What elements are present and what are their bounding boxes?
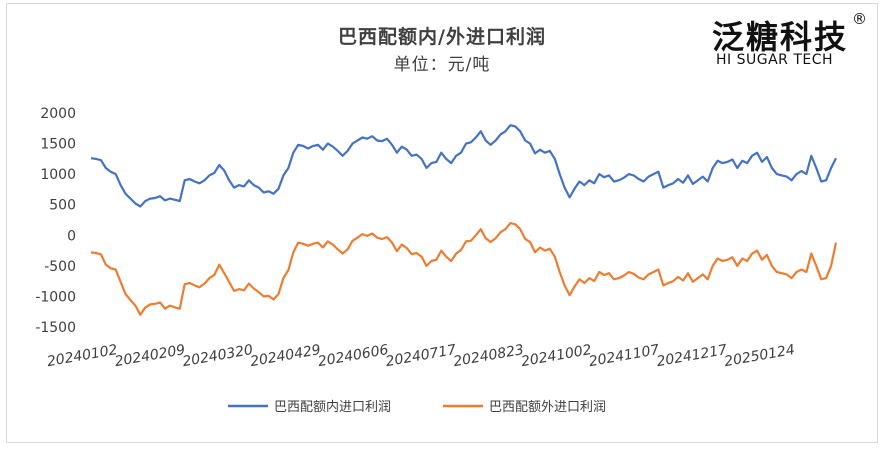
x-tick-label: 20240717	[384, 342, 457, 370]
x-axis: 2024010220240209202403202024042920240606…	[46, 342, 796, 370]
series-line-outer-quota	[90, 222, 838, 316]
y-tick-label: 0	[67, 228, 76, 244]
brand-logo: 泛糖科技 ® HI SUGAR TECH	[712, 10, 872, 70]
logo-name-cn: 泛糖科技	[712, 18, 849, 56]
y-tick-label: 1000	[40, 167, 76, 183]
x-tick-label: 20241217	[655, 342, 728, 370]
x-tick-label: 20250124	[723, 342, 796, 370]
y-tick-label: -1500	[35, 320, 76, 336]
x-tick-label: 20240823	[452, 342, 525, 370]
chart-subtitle: 单位：元/吨	[393, 55, 491, 75]
y-tick-label: 1500	[40, 137, 76, 153]
y-tick-label: 2000	[40, 106, 76, 122]
x-tick-label: 20240102	[46, 342, 119, 370]
y-axis: 2000 1500 1000 500 0 -500 -1000 -1500	[35, 106, 76, 336]
chart-frame	[6, 3, 878, 443]
series-line-inner-quota	[90, 124, 837, 208]
x-tick-label: 20240606	[317, 342, 390, 370]
x-tick-label: 20240209	[114, 342, 187, 370]
logo-name-en: HI SUGAR TECH	[716, 52, 834, 68]
legend: 巴西配额内进口利润 巴西配额外进口利润	[228, 399, 606, 415]
x-tick-label: 20241107	[588, 342, 661, 370]
x-tick-label: 20241002	[520, 342, 593, 370]
x-tick-label: 20240320	[181, 342, 254, 370]
legend-label-inner: 巴西配额内进口利润	[274, 399, 391, 415]
legend-label-outer: 巴西配额外进口利润	[489, 400, 606, 415]
series-lines	[90, 124, 838, 316]
y-tick-label: -500	[44, 259, 76, 275]
y-tick-label: 500	[49, 198, 76, 214]
x-tick-label: 20240429	[249, 342, 322, 370]
registered-mark: ®	[852, 10, 867, 28]
y-tick-label: -1000	[35, 289, 76, 305]
chart-title: 巴西配额内/外进口利润	[338, 26, 546, 48]
